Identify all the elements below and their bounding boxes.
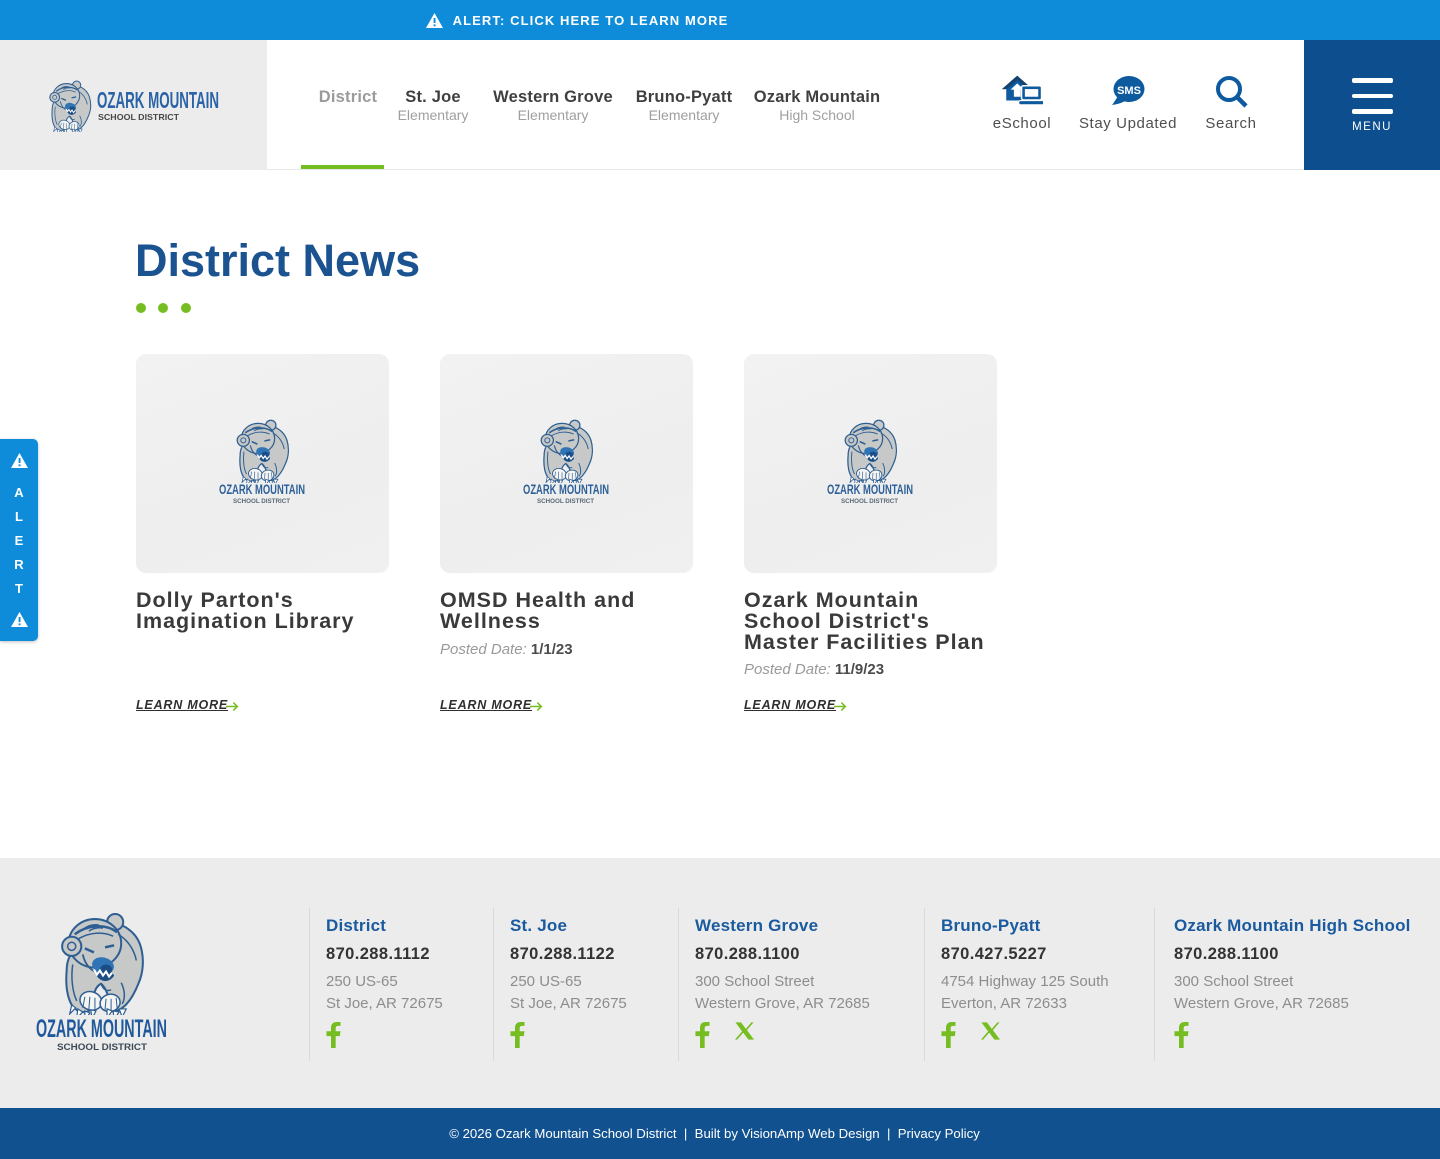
svg-text:OZARK MOUNTAIN: OZARK MOUNTAIN <box>827 483 913 497</box>
svg-text:SMS: SMS <box>1117 85 1141 97</box>
svg-text:OZARK MOUNTAIN: OZARK MOUNTAIN <box>36 1018 167 1042</box>
svg-text:SCHOOL DISTRICT: SCHOOL DISTRICT <box>233 499 290 504</box>
svg-text:OZARK MOUNTAIN: OZARK MOUNTAIN <box>219 483 305 497</box>
svg-text:SCHOOL DISTRICT: SCHOOL DISTRICT <box>537 499 594 504</box>
svg-text:SCHOOL DISTRICT: SCHOOL DISTRICT <box>841 499 898 504</box>
svg-text:SCHOOL DISTRICT: SCHOOL DISTRICT <box>57 1042 148 1052</box>
svg-text:OZARK MOUNTAIN: OZARK MOUNTAIN <box>97 90 219 112</box>
svg-text:OZARK MOUNTAIN: OZARK MOUNTAIN <box>523 483 609 497</box>
svg-text:SCHOOL DISTRICT: SCHOOL DISTRICT <box>98 112 180 122</box>
